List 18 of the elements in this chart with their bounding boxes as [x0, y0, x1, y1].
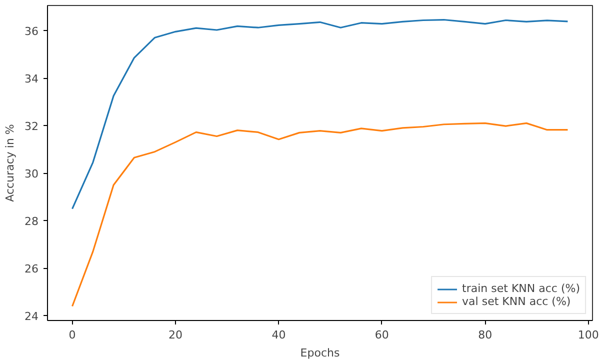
- x-axis-title: Epochs: [300, 346, 340, 360]
- legend-label: val set KNN acc (%): [462, 295, 571, 308]
- x-tick-label: 0: [68, 328, 76, 342]
- x-tick-label: 40: [272, 328, 286, 342]
- line-series: [71, 18, 569, 210]
- x-tick-label: 100: [578, 328, 599, 342]
- y-tick-label: 26: [24, 262, 39, 276]
- x-tick-label: 80: [478, 328, 492, 342]
- legend-label: train set KNN acc (%): [462, 282, 580, 295]
- x-tick-label: 20: [168, 328, 182, 342]
- y-tick-label: 32: [24, 120, 39, 134]
- y-tick-label: 34: [24, 72, 39, 86]
- y-tick-label: 28: [24, 215, 39, 228]
- y-axis-title: Accuracy in %: [4, 124, 17, 202]
- y-tick-label: 24: [24, 310, 39, 324]
- y-tick-label: 30: [24, 168, 39, 181]
- x-tick-label: 60: [374, 328, 389, 342]
- y-tick-label: 36: [24, 24, 39, 38]
